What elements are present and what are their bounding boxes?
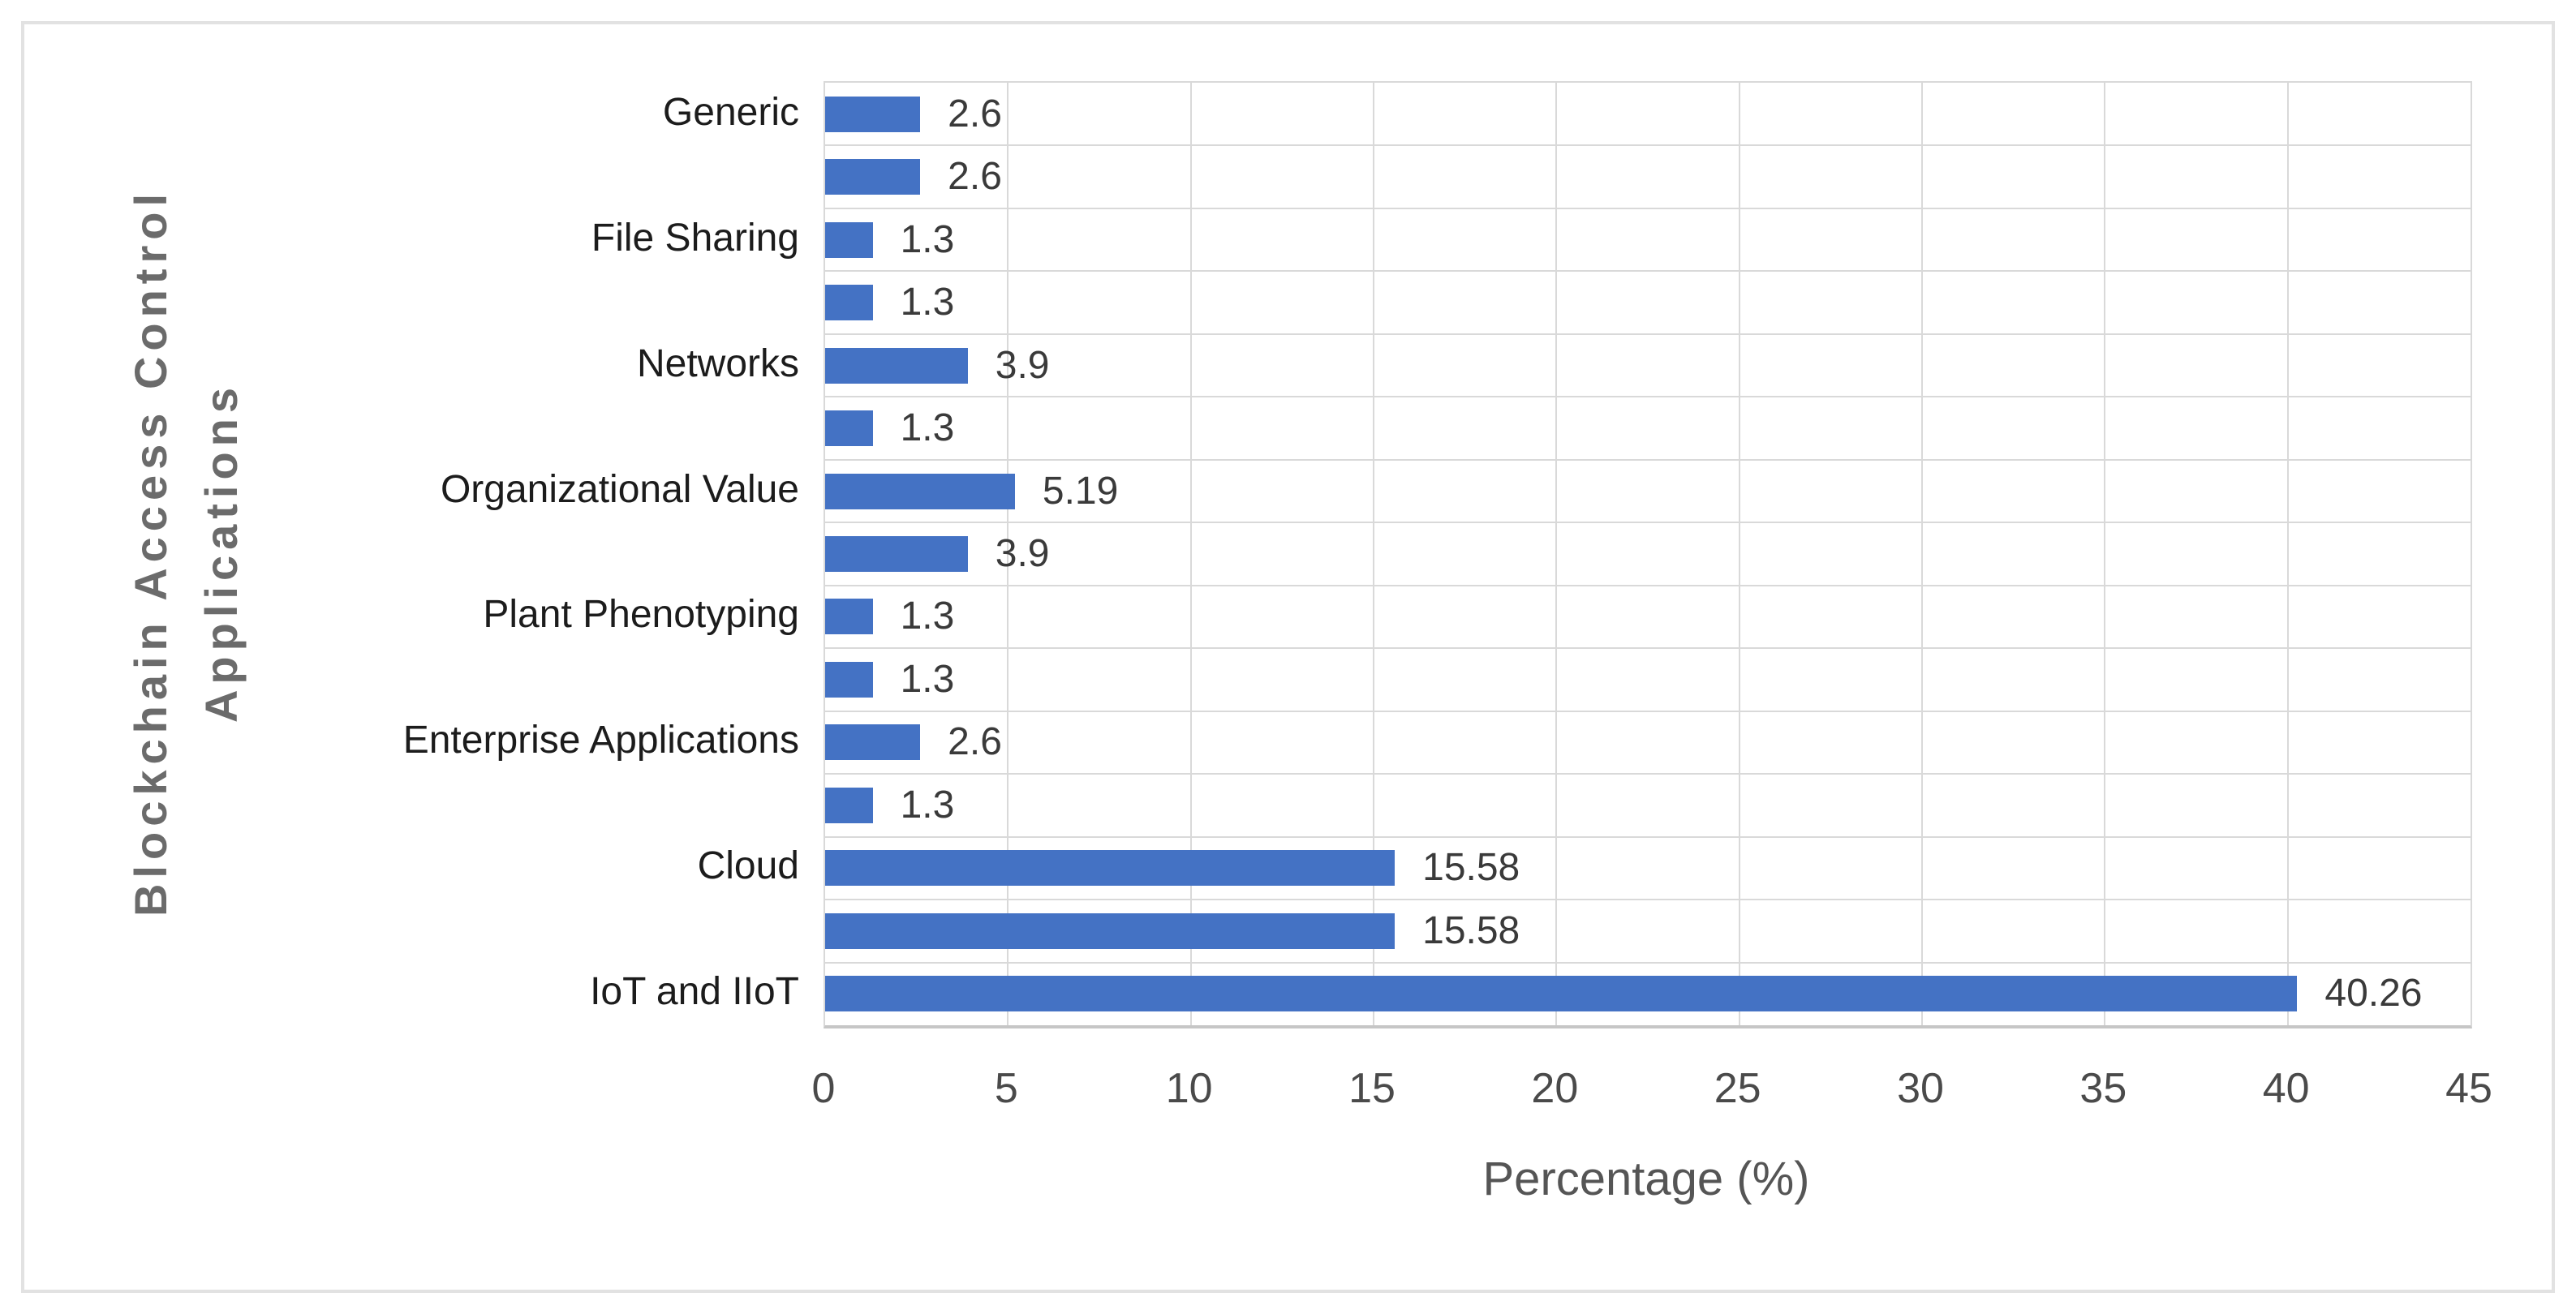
category-label: Plant Phenotyping [483,593,799,637]
y-axis-title: Blockchain Access Control Applications [116,188,257,917]
h-gridline [825,773,2471,775]
category-label: Networks [636,341,799,385]
bar [825,159,921,195]
bar [825,787,873,823]
x-tick-label: 20 [1531,1065,1579,1112]
category-label: Enterprise Applications [402,719,799,762]
bar-value-label: 1.3 [900,657,955,701]
bar [825,221,873,258]
v-gridline [1555,83,1558,1025]
bar-value-label: 2.6 [948,92,1002,135]
bar-value-label: 1.3 [900,281,955,324]
bar-value-label: 40.26 [2324,972,2423,1016]
bar-value-label: 1.3 [900,783,955,827]
bar [825,850,1396,887]
h-gridline [825,710,2471,712]
bar [825,599,873,635]
bar [825,536,968,572]
h-gridline [825,835,2471,838]
h-gridline [825,333,2471,335]
bar-value-label: 2.6 [948,720,1002,764]
bar [825,473,1015,509]
bar [825,724,921,761]
bar [825,96,921,132]
y-axis-title-line1: Blockchain Access Control [125,187,177,917]
v-gridline [1189,83,1192,1025]
h-gridline [825,961,2471,964]
bar [825,661,873,698]
h-gridline [825,270,2471,273]
h-gridline [825,207,2471,209]
bar-value-label: 3.9 [995,343,1050,387]
h-gridline [825,396,2471,398]
x-tick-label: 15 [1348,1065,1396,1112]
category-label: File Sharing [591,216,799,260]
bar-value-label: 1.3 [900,595,955,638]
category-label: Organizational Value [440,467,799,511]
x-tick-label: 45 [2445,1065,2492,1112]
v-gridline [1007,83,1009,1025]
bar-value-label: 15.58 [1422,846,1520,890]
x-tick-label: 30 [1897,1065,1944,1112]
bar-value-label: 15.58 [1422,908,1520,952]
x-tick-label: 35 [2079,1065,2127,1112]
category-label: Generic [662,90,799,134]
bar [825,410,873,447]
h-gridline [825,899,2471,901]
h-gridline [825,647,2471,650]
bar [825,976,2298,1012]
x-tick-label: 5 [994,1065,1018,1112]
category-label: Cloud [697,844,799,888]
h-gridline [825,522,2471,524]
x-axis-title: Percentage (%) [1482,1153,1810,1205]
v-gridline [1921,83,1923,1025]
h-gridline [825,144,2471,147]
bar-value-label: 5.19 [1042,469,1119,513]
x-tick-label: 40 [2262,1065,2310,1112]
bar [825,347,968,384]
h-gridline [825,584,2471,586]
bar-value-label: 3.9 [995,532,1050,575]
v-gridline [1373,83,1374,1025]
bar-value-label: 1.3 [900,406,955,450]
bar [825,912,1396,949]
plot-area: 2.6 2.6 1.3 1.3 3.9 1.3 5.19 3.9 1.3 1.3 2.6 1.3 15.… [824,81,2472,1028]
bar [825,285,873,321]
x-tick-label: 25 [1714,1065,1761,1112]
y-axis-title-line2: Applications [196,381,247,724]
x-tick-label: 10 [1165,1065,1213,1112]
bar-value-label: 1.3 [900,217,955,261]
category-label: IoT and IIoT [590,970,799,1014]
h-gridline [825,458,2471,461]
x-tick-label: 0 [811,1065,836,1112]
v-gridline [2104,83,2106,1025]
v-gridline [1738,83,1740,1025]
bar-value-label: 2.6 [948,155,1002,199]
v-gridline [2286,83,2289,1025]
